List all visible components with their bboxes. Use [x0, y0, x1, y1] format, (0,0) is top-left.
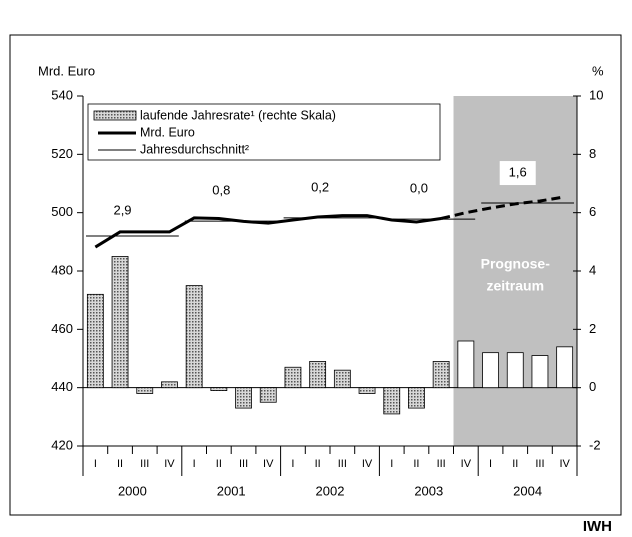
legend-box [87, 103, 441, 161]
y2-tick-label: 8 [589, 146, 596, 161]
year-label: 2000 [118, 483, 147, 498]
bar [259, 387, 277, 403]
x-tick-label: IV [362, 458, 373, 470]
x-tick-label: IV [461, 458, 472, 470]
legend-swatch [93, 110, 137, 121]
legend-label: Jahresdurchschnitt² [140, 142, 249, 156]
y2-tick-label: 10 [589, 87, 603, 102]
bar [111, 256, 129, 389]
x-tick-label: III [239, 458, 248, 470]
x-tick-label: III [140, 458, 149, 470]
growth-label: 0,0 [410, 181, 428, 196]
year-label: 2002 [316, 483, 345, 498]
bar [432, 361, 450, 389]
forecast-label: zeitraum [486, 278, 544, 294]
growth-label: 0,2 [311, 179, 329, 194]
bar [136, 387, 154, 394]
x-tick-label: I [489, 458, 492, 470]
y-tick-label: 480 [51, 262, 73, 277]
x-tick-label: I [193, 458, 196, 470]
y-axis-label: Mrd. Euro [38, 63, 95, 78]
x-tick-label: I [390, 458, 393, 470]
bar [383, 387, 401, 415]
legend-label: Mrd. Euro [140, 125, 195, 139]
x-tick-label: II [315, 458, 321, 470]
x-tick-label: III [535, 458, 544, 470]
line [440, 195, 565, 220]
x-tick-label: III [338, 458, 347, 470]
y2-tick-label: 4 [589, 262, 596, 277]
x-tick-label: IV [164, 458, 175, 470]
legend-label: laufende Jahresrate¹ (rechte Skala) [140, 108, 336, 122]
x-tick-label: I [94, 458, 97, 470]
bar [309, 361, 327, 389]
x-tick-label: IV [263, 458, 274, 470]
y2-tick-label: 2 [589, 321, 596, 336]
year-label: 2003 [414, 483, 443, 498]
y-tick-label: 420 [51, 437, 73, 452]
growth-label: 0,8 [212, 183, 230, 198]
y2-tick-label: -2 [589, 437, 601, 452]
x-tick-label: II [512, 458, 518, 470]
growth-label-box [499, 161, 536, 186]
x-tick-label: III [437, 458, 446, 470]
bar [86, 293, 104, 389]
bar [556, 346, 574, 389]
y-tick-label: 460 [51, 321, 73, 336]
bar [506, 352, 524, 389]
source: IWH [583, 518, 612, 535]
x-tick-label: II [413, 458, 419, 470]
bar [210, 387, 228, 391]
year-label: 2001 [217, 483, 246, 498]
bar [235, 387, 252, 409]
year-label: 2004 [513, 483, 542, 498]
growth-label: 2,9 [113, 202, 131, 217]
y-tick-label: 440 [51, 379, 73, 394]
bar [185, 285, 203, 389]
bar [408, 387, 425, 409]
y2-tick-label: 6 [589, 204, 596, 219]
y2-axis-label: % [592, 63, 604, 78]
x-tick-label: IV [559, 458, 570, 470]
y-tick-label: 500 [51, 204, 73, 219]
bar [333, 369, 351, 389]
forecast-label: Prognose- [481, 256, 551, 272]
y-tick-label: 520 [51, 146, 73, 161]
y-tick-label: 540 [51, 87, 73, 102]
bar [161, 381, 178, 389]
bar [531, 355, 549, 389]
bar [284, 366, 302, 389]
x-tick-label: I [291, 458, 294, 470]
x-tick-label: II [216, 458, 222, 470]
frame [9, 34, 622, 516]
y2-tick-label: 0 [589, 379, 596, 394]
bar [457, 340, 475, 389]
growth-label: 1,6 [509, 164, 527, 179]
bar [358, 387, 376, 394]
bar [482, 352, 499, 389]
x-tick-label: II [117, 458, 123, 470]
line [94, 214, 442, 249]
